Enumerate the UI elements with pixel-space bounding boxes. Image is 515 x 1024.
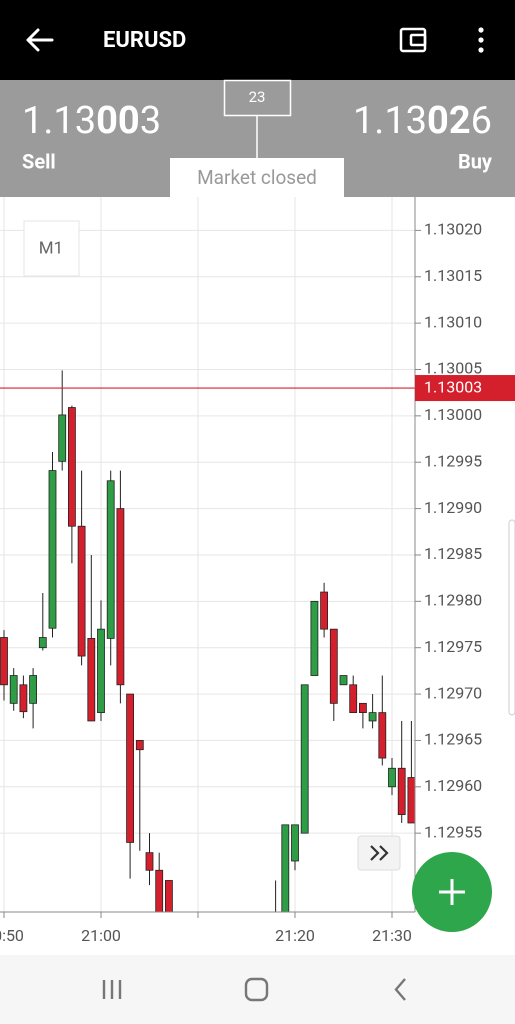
price-tag-label: 1.13003 bbox=[424, 377, 482, 396]
price-tag bbox=[415, 375, 515, 402]
nav-bar bbox=[0, 955, 515, 1024]
symbol-title: EURUSD bbox=[103, 28, 186, 53]
buy-price[interactable]: 1.13026 bbox=[353, 99, 492, 143]
spread-box bbox=[223, 79, 292, 117]
candle-body bbox=[87, 638, 96, 722]
scroll-to-end-button[interactable] bbox=[357, 835, 401, 871]
x-tick-label: 21:20 bbox=[275, 926, 315, 945]
back-button[interactable] bbox=[26, 28, 54, 52]
candle-body bbox=[349, 684, 358, 714]
sell-price[interactable]: 1.13003 bbox=[22, 99, 161, 143]
price-part: 00 bbox=[96, 99, 140, 143]
candle-body bbox=[281, 824, 290, 912]
back-nav-button[interactable] bbox=[394, 978, 406, 1001]
candle-body bbox=[329, 628, 338, 704]
candle-body bbox=[164, 880, 173, 912]
candle-body bbox=[339, 675, 348, 686]
candles bbox=[0, 370, 415, 912]
candle-body bbox=[320, 591, 329, 630]
candle-body bbox=[135, 740, 144, 751]
home-button[interactable] bbox=[244, 977, 269, 1002]
candle-body bbox=[116, 508, 125, 686]
y-tick-label: 1.12995 bbox=[424, 451, 482, 470]
side-handle[interactable] bbox=[508, 519, 515, 716]
candle-body bbox=[58, 414, 67, 462]
price-part: 1.13 bbox=[353, 99, 427, 143]
candle-body bbox=[126, 693, 134, 843]
candle-body bbox=[155, 869, 164, 912]
spread: 23 bbox=[249, 88, 266, 106]
candle-body bbox=[68, 407, 76, 527]
candle-body bbox=[407, 777, 415, 824]
menu-button[interactable] bbox=[478, 27, 484, 53]
candle-body bbox=[378, 712, 387, 759]
candle-body bbox=[38, 637, 47, 649]
timeframe: M1 bbox=[39, 238, 63, 258]
candle-body bbox=[19, 684, 28, 713]
candle-body bbox=[0, 637, 8, 686]
x-tick-label: 21:00 bbox=[81, 926, 121, 945]
y-tick-label: 1.13000 bbox=[424, 405, 482, 424]
candle-body bbox=[358, 702, 367, 714]
app-bar bbox=[0, 0, 515, 80]
candle-body bbox=[310, 600, 319, 676]
candle-body bbox=[29, 675, 38, 704]
wallet-button[interactable] bbox=[399, 27, 427, 53]
grid bbox=[0, 197, 415, 912]
buy-label[interactable]: Buy bbox=[458, 149, 493, 173]
axes: 1.13020 1.13015 1.13010 1.13005 1.13000 1.129… bbox=[0, 197, 515, 945]
candle-body bbox=[145, 852, 154, 871]
y-tick-label: 1.12955 bbox=[424, 822, 482, 841]
y-tick-label: 1.13005 bbox=[424, 359, 482, 378]
price-part: 1.13 bbox=[22, 99, 96, 143]
candle-body bbox=[106, 480, 115, 639]
price-part: 3 bbox=[140, 99, 161, 143]
recents-button[interactable] bbox=[102, 980, 122, 999]
y-tick-label: 1.13020 bbox=[424, 220, 482, 239]
y-tick-label: 1.12975 bbox=[424, 637, 482, 656]
candle-body bbox=[388, 767, 396, 788]
x-tick-label: 21:30 bbox=[372, 926, 412, 945]
y-tick-label: 1.13010 bbox=[424, 312, 482, 331]
market-status: Market closed bbox=[197, 166, 317, 189]
y-tick-label: 1.12985 bbox=[424, 544, 482, 563]
candle-body bbox=[9, 675, 18, 704]
price-part: 6 bbox=[471, 99, 492, 143]
y-tick-label: 1.12965 bbox=[424, 730, 482, 749]
candle-body bbox=[97, 628, 105, 714]
candle-body bbox=[368, 712, 377, 722]
new-order-button[interactable] bbox=[412, 852, 492, 932]
sell-label[interactable]: Sell bbox=[22, 149, 56, 173]
y-tick-label: 1.12980 bbox=[424, 591, 482, 610]
status-box bbox=[170, 158, 344, 197]
candle-body bbox=[397, 767, 406, 816]
y-tick-label: 1.12970 bbox=[424, 683, 482, 702]
candle-body bbox=[300, 684, 309, 834]
price-part: 02 bbox=[427, 99, 471, 143]
y-tick-label: 1.13015 bbox=[424, 266, 482, 285]
x-tick-label: 20:50 bbox=[0, 926, 24, 945]
y-tick-label: 1.12990 bbox=[424, 498, 482, 517]
timeframe-button[interactable] bbox=[23, 220, 80, 277]
y-tick-label: 1.12960 bbox=[424, 776, 482, 795]
candle-body bbox=[77, 525, 86, 657]
candle-body bbox=[291, 824, 299, 862]
candle-body bbox=[48, 470, 57, 629]
